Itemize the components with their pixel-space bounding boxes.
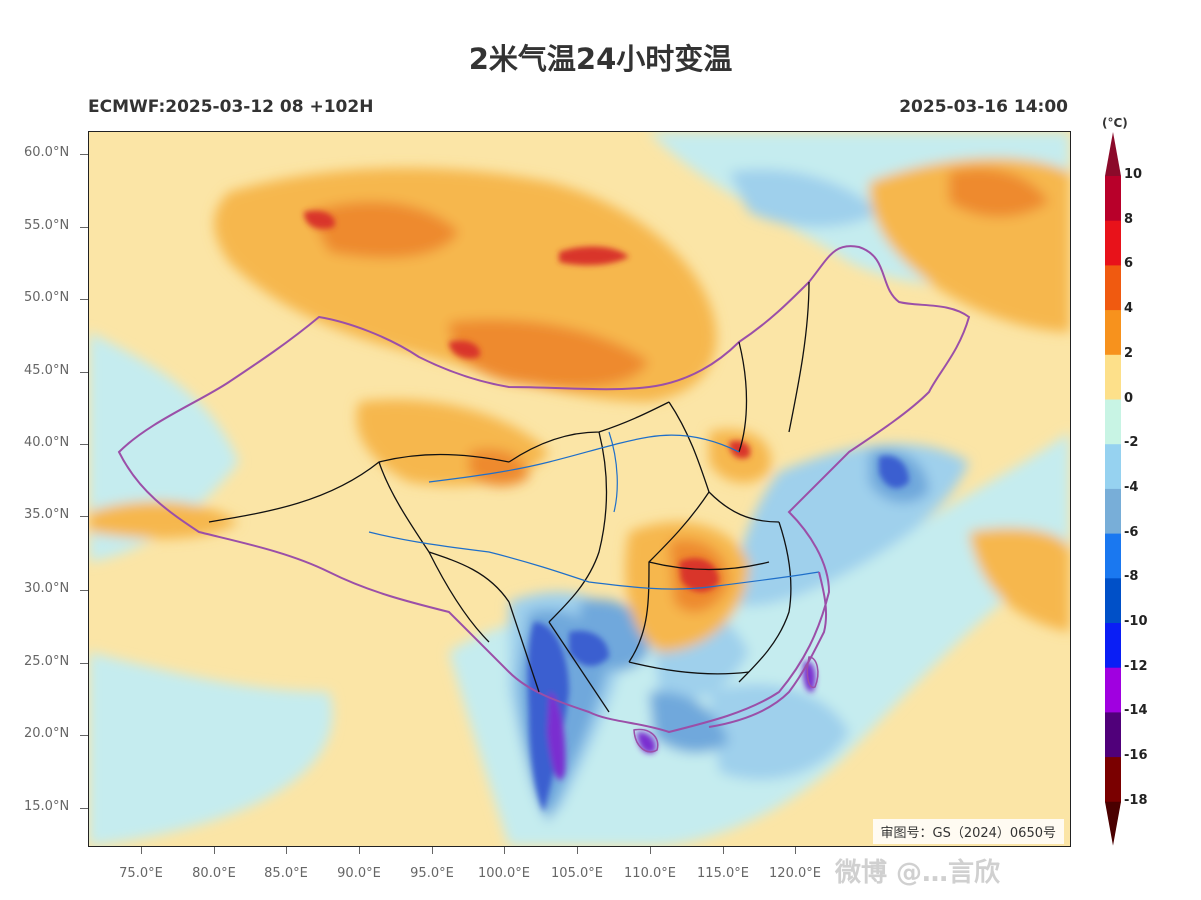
colorbar-tick-label: 2 [1124, 345, 1134, 361]
colorbar-segment [1105, 533, 1121, 579]
lon-tick-mark [141, 846, 142, 854]
colorbar-tick-label: -12 [1124, 658, 1148, 674]
lon-tick-mark [359, 846, 360, 854]
temperature-change-map[interactable]: 审图号：GS（2024）0650号 [88, 131, 1071, 847]
lon-tick-label: 75.0°E [119, 866, 163, 881]
colorbar-segment [1105, 444, 1121, 490]
colorbar-tick-label: 4 [1124, 301, 1134, 317]
lon-tick-label: 120.0°E [769, 866, 821, 881]
lon-tick-label: 110.0°E [624, 866, 676, 881]
valid-time-label: 2025-03-16 14:00 [899, 97, 1068, 117]
colorbar-segment [1105, 667, 1121, 713]
colorbar-tick-label: 6 [1124, 256, 1134, 272]
lat-tick-mark [80, 154, 88, 155]
lon-tick-mark [214, 846, 215, 854]
lon-tick-label: 85.0°E [264, 866, 308, 881]
lat-tick-label: 55.0°N [24, 218, 70, 233]
colorbar-segment [1105, 488, 1121, 535]
colorbar-segment [1105, 176, 1121, 222]
lon-tick-label: 105.0°E [551, 866, 603, 881]
colorbar-top-arrow [1105, 132, 1121, 176]
lat-tick-label: 15.0°N [24, 799, 70, 814]
lat-tick-label: 35.0°N [24, 507, 70, 522]
colorbar-tick-label: -10 [1124, 614, 1148, 629]
colorbar-tick-label: 10 [1124, 167, 1143, 182]
hainan-outline [633, 728, 659, 753]
rivers [368, 431, 820, 590]
taiwan-outline [806, 656, 819, 689]
lon-tick-mark [577, 846, 578, 854]
lat-tick-label: 60.0°N [24, 145, 70, 160]
colorbar-tick-label: -4 [1124, 479, 1139, 495]
colorbar-tick-label: -2 [1124, 435, 1139, 451]
lat-tick-mark [80, 444, 88, 445]
lat-tick-label: 20.0°N [24, 726, 70, 741]
map-canvas [89, 132, 1070, 846]
colorbar-unit: (°C) [1102, 116, 1128, 130]
colorbar-segment [1105, 354, 1121, 400]
lat-tick-mark [80, 808, 88, 809]
lat-tick-label: 50.0°N [24, 290, 70, 305]
colorbar-segment [1105, 757, 1121, 803]
lat-tick-label: 45.0°N [24, 363, 70, 378]
colorbar-segment [1105, 399, 1121, 445]
lon-tick-mark [286, 846, 287, 854]
lon-tick-label: 80.0°E [192, 866, 236, 881]
lat-tick-mark [80, 590, 88, 591]
country-border [117, 245, 971, 734]
colorbar-tick-label: -16 [1124, 748, 1148, 764]
lon-tick-label: 90.0°E [337, 866, 381, 881]
map-approval-number: 审图号：GS（2024）0650号 [872, 819, 1064, 844]
lat-tick-mark [80, 299, 88, 300]
colorbar-tick-label: 0 [1124, 390, 1134, 406]
lat-tick-mark [80, 516, 88, 517]
colorbar-tick-label: -14 [1124, 703, 1148, 719]
colorbar-segment [1105, 712, 1121, 758]
lat-tick-mark [80, 663, 88, 664]
lat-tick-mark [80, 735, 88, 736]
lon-tick-mark [723, 846, 724, 854]
lon-tick-label: 100.0°E [478, 866, 530, 881]
lon-tick-mark [795, 846, 796, 854]
lon-tick-label: 95.0°E [410, 866, 454, 881]
colorbar-tick-label: -8 [1124, 569, 1139, 585]
colorbar-tick-label: -6 [1124, 524, 1139, 540]
lon-tick-mark [650, 846, 651, 854]
lon-tick-mark [504, 846, 505, 854]
lon-tick-mark [432, 846, 433, 854]
colorbar-segment [1105, 310, 1121, 356]
chart-title: 2米气温24小时变温 [468, 42, 733, 76]
colorbar-segment [1105, 623, 1121, 669]
lon-tick-label: 115.0°E [697, 866, 749, 881]
temperature-extremes [304, 210, 909, 812]
colorbar-tick-label: -18 [1124, 792, 1148, 808]
colorbar-tick-label: 8 [1124, 211, 1134, 227]
model-run-label: ECMWF:2025-03-12 08 +102H [88, 97, 374, 117]
colorbar-bottom-arrow [1105, 801, 1121, 846]
lat-tick-label: 40.0°N [24, 435, 70, 450]
watermark: 微博 @…言欣 [835, 858, 1001, 888]
lat-tick-label: 25.0°N [24, 654, 70, 669]
colorbar-segment [1105, 265, 1121, 311]
lat-tick-label: 30.0°N [24, 581, 70, 596]
province-boundaries [208, 281, 810, 713]
lat-tick-mark [80, 372, 88, 373]
colorbar [1105, 132, 1121, 846]
colorbar-segment [1105, 220, 1121, 266]
coastline [708, 571, 828, 728]
lat-tick-mark [80, 227, 88, 228]
colorbar-segment [1105, 578, 1121, 624]
